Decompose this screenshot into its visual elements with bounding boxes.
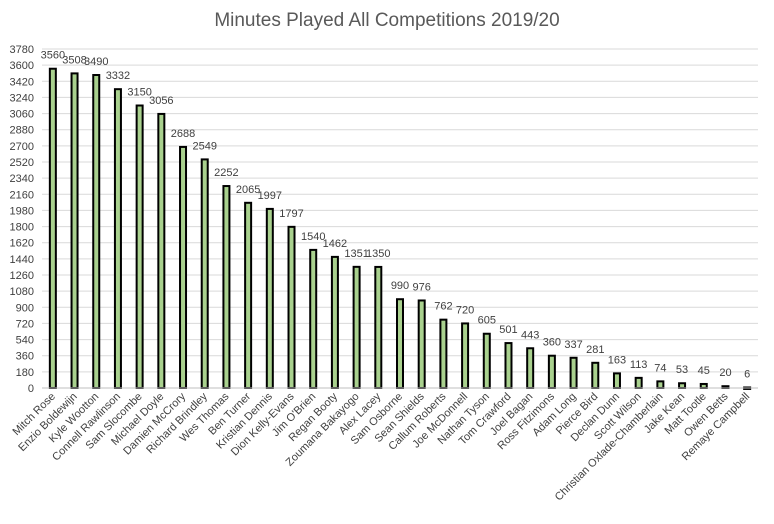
bars (48, 67, 752, 390)
bar (699, 382, 708, 390)
y-tick-label: 1980 (10, 205, 34, 217)
data-label: 2688 (171, 128, 195, 140)
data-label: 113 (630, 359, 648, 371)
data-label: 74 (654, 362, 666, 374)
data-label: 45 (698, 365, 710, 377)
bar (569, 356, 578, 389)
data-label: 1797 (279, 208, 303, 220)
bar (461, 322, 470, 389)
data-label: 53 (676, 364, 688, 376)
bar (352, 265, 361, 390)
bar (612, 372, 621, 389)
bar (48, 67, 57, 389)
bar (439, 318, 448, 389)
data-label: 2252 (214, 167, 238, 179)
y-tick-label: 3600 (10, 60, 34, 72)
y-tick-label: 2700 (10, 141, 34, 153)
data-label: 1350 (366, 248, 390, 260)
y-tick-label: 900 (16, 302, 34, 314)
bar (92, 74, 101, 389)
y-tick-label: 720 (16, 318, 34, 330)
chart-title: Minutes Played All Competitions 2019/20 (214, 10, 560, 31)
y-tick-label: 2160 (10, 189, 34, 201)
data-labels: 3560350834903332315030562688254922522065… (41, 50, 751, 381)
y-tick-label: 1260 (10, 270, 34, 282)
y-tick-label: 2340 (10, 173, 34, 185)
bar (482, 332, 491, 390)
bar (70, 72, 79, 390)
y-tick-label: 2520 (10, 157, 34, 169)
bar (417, 299, 426, 390)
data-label: 3332 (106, 70, 130, 82)
data-label: 337 (564, 339, 582, 351)
y-tick-label: 360 (16, 351, 34, 363)
data-label: 990 (391, 280, 409, 292)
data-label: 2065 (236, 184, 260, 196)
bar (200, 158, 209, 389)
y-axis-ticks: 0 180 360 540 720 900 1080 1260 1440 1620 1800 1980… (10, 44, 34, 395)
y-tick-label: 3060 (10, 109, 34, 121)
data-label: 360 (543, 337, 561, 349)
data-label: 3490 (84, 56, 108, 68)
bar (678, 382, 687, 390)
bar (330, 255, 339, 389)
bar (113, 88, 122, 390)
y-tick-label: 2880 (10, 125, 34, 137)
bar (222, 185, 231, 389)
data-label: 605 (478, 315, 496, 327)
data-label: 1351 (344, 248, 368, 260)
data-label: 3150 (127, 87, 151, 99)
bar (287, 225, 296, 389)
data-label: 720 (456, 304, 474, 316)
data-label: 3560 (41, 50, 65, 62)
bar (179, 145, 188, 389)
bar (504, 342, 513, 390)
y-tick-label: 0 (28, 383, 34, 395)
data-label: 501 (499, 324, 517, 336)
data-label: 2549 (192, 140, 216, 152)
data-label: 762 (434, 301, 452, 313)
bar (547, 354, 556, 390)
data-label: 1462 (323, 238, 347, 250)
bar (396, 298, 404, 390)
data-label: 6 (744, 368, 750, 380)
y-tick-label: 3420 (10, 76, 34, 88)
y-tick-label: 1440 (10, 254, 34, 266)
data-label: 1997 (258, 190, 282, 202)
y-tick-label: 3240 (10, 92, 34, 104)
bar (526, 347, 535, 389)
y-tick-label: 540 (16, 335, 34, 347)
y-tick-label: 1080 (10, 286, 34, 298)
bar (309, 248, 318, 389)
y-tick-label: 1800 (10, 222, 34, 234)
data-label: 281 (586, 344, 604, 356)
bar (244, 201, 253, 389)
y-tick-label: 1620 (10, 238, 34, 250)
bar (656, 380, 665, 390)
data-label: 3056 (149, 95, 173, 107)
bar (157, 112, 166, 390)
y-tick-label: 180 (16, 367, 34, 379)
bar (634, 376, 643, 390)
bar (265, 207, 274, 389)
data-label: 976 (413, 281, 431, 293)
data-label: 443 (521, 329, 539, 341)
data-label: 1540 (301, 231, 325, 243)
data-label: 20 (719, 367, 731, 379)
data-label: 163 (608, 354, 626, 366)
data-label: 3508 (62, 54, 86, 66)
y-tick-label: 3780 (10, 44, 34, 56)
bar (374, 265, 383, 389)
bar (135, 104, 144, 389)
bar (591, 361, 600, 389)
